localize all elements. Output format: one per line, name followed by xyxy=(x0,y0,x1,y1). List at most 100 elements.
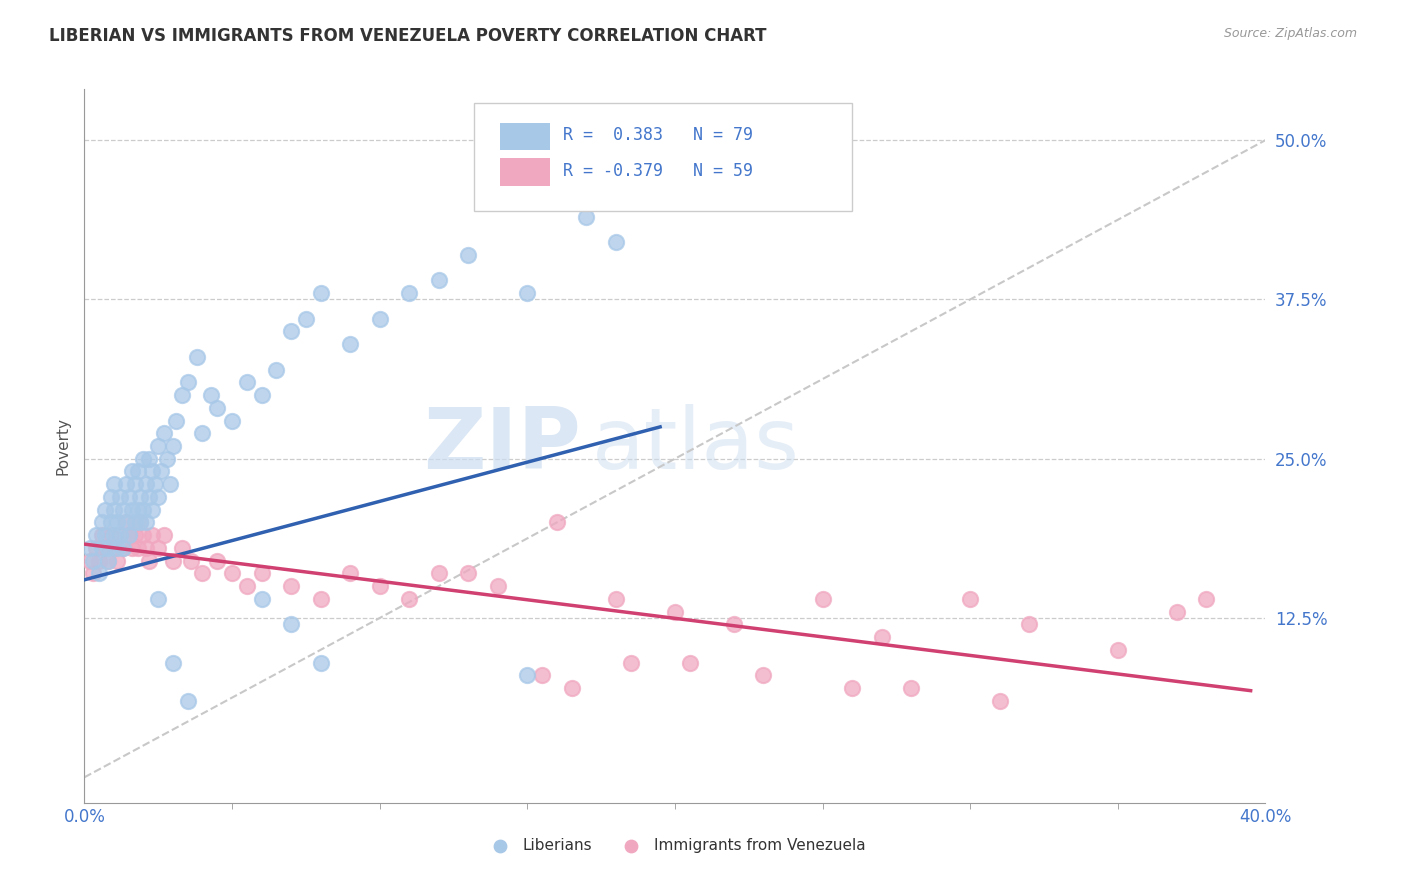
Point xyxy=(124,528,146,542)
Point xyxy=(97,541,120,555)
Point xyxy=(103,502,125,516)
Point xyxy=(221,413,243,427)
Point xyxy=(811,591,834,606)
Point xyxy=(561,681,583,695)
Point xyxy=(108,528,131,542)
Point xyxy=(127,465,149,479)
Point xyxy=(91,528,114,542)
Point xyxy=(108,528,131,542)
Point xyxy=(153,528,176,542)
Point xyxy=(339,566,361,581)
Point xyxy=(111,541,134,555)
Point xyxy=(679,656,702,670)
Point xyxy=(427,566,450,581)
Point xyxy=(162,554,184,568)
Point xyxy=(870,630,893,644)
Point xyxy=(141,528,163,542)
Point xyxy=(118,528,141,542)
Point xyxy=(221,566,243,581)
Point xyxy=(159,477,181,491)
Point xyxy=(141,502,163,516)
Point xyxy=(150,465,173,479)
Point xyxy=(605,591,627,606)
Point xyxy=(135,477,157,491)
Point xyxy=(486,579,509,593)
Point xyxy=(1018,617,1040,632)
Point xyxy=(988,694,1011,708)
Point xyxy=(100,516,122,530)
Point xyxy=(138,490,160,504)
Point xyxy=(135,516,157,530)
Point xyxy=(959,591,981,606)
Point xyxy=(91,516,114,530)
Point xyxy=(84,541,107,555)
Point xyxy=(124,477,146,491)
Point xyxy=(87,554,111,568)
Point xyxy=(427,273,450,287)
Point xyxy=(236,376,259,390)
Point xyxy=(129,516,152,530)
Point xyxy=(94,528,117,542)
Point xyxy=(191,566,214,581)
Point xyxy=(135,541,157,555)
Point xyxy=(1195,591,1218,606)
Point xyxy=(105,554,128,568)
Point xyxy=(138,451,160,466)
Point xyxy=(250,388,273,402)
Point xyxy=(398,591,420,606)
Text: R =  0.383   N = 79: R = 0.383 N = 79 xyxy=(562,126,752,144)
Point xyxy=(457,566,479,581)
Point xyxy=(79,541,101,555)
Point xyxy=(752,668,775,682)
Bar xyxy=(501,159,550,186)
Point xyxy=(105,541,128,555)
Point xyxy=(280,324,302,338)
Point xyxy=(100,490,122,504)
Y-axis label: Poverty: Poverty xyxy=(55,417,70,475)
Point xyxy=(129,490,152,504)
Point xyxy=(129,516,152,530)
Text: atlas: atlas xyxy=(592,404,800,488)
Point xyxy=(91,541,114,555)
Point xyxy=(531,668,554,682)
Point xyxy=(87,566,111,581)
Point xyxy=(191,426,214,441)
Point xyxy=(105,516,128,530)
Point xyxy=(841,681,863,695)
Point xyxy=(97,554,120,568)
Point xyxy=(180,554,202,568)
Point xyxy=(79,554,101,568)
Point xyxy=(170,541,193,555)
Text: Source: ZipAtlas.com: Source: ZipAtlas.com xyxy=(1223,27,1357,40)
Point xyxy=(339,337,361,351)
Point xyxy=(177,694,200,708)
Legend: Liberians, Immigrants from Venezuela: Liberians, Immigrants from Venezuela xyxy=(478,832,872,859)
Point xyxy=(165,413,187,427)
Text: ZIP: ZIP xyxy=(423,404,581,488)
Point xyxy=(124,516,146,530)
Point xyxy=(114,516,136,530)
Point xyxy=(127,541,149,555)
Point xyxy=(295,311,318,326)
Point xyxy=(82,566,104,581)
Point xyxy=(1107,643,1129,657)
Point xyxy=(177,376,200,390)
Point xyxy=(121,465,143,479)
Text: R = -0.379   N = 59: R = -0.379 N = 59 xyxy=(562,161,752,179)
Point xyxy=(207,401,229,415)
Point xyxy=(114,516,136,530)
Point xyxy=(141,465,163,479)
Point xyxy=(111,541,134,555)
Point xyxy=(723,617,745,632)
Point xyxy=(309,591,332,606)
Point xyxy=(103,528,125,542)
Point xyxy=(620,656,643,670)
Point xyxy=(132,502,155,516)
Point xyxy=(94,541,117,555)
Point xyxy=(170,388,193,402)
Point xyxy=(103,541,125,555)
Point xyxy=(546,516,568,530)
Point xyxy=(114,477,136,491)
Point xyxy=(148,591,170,606)
Point xyxy=(162,656,184,670)
